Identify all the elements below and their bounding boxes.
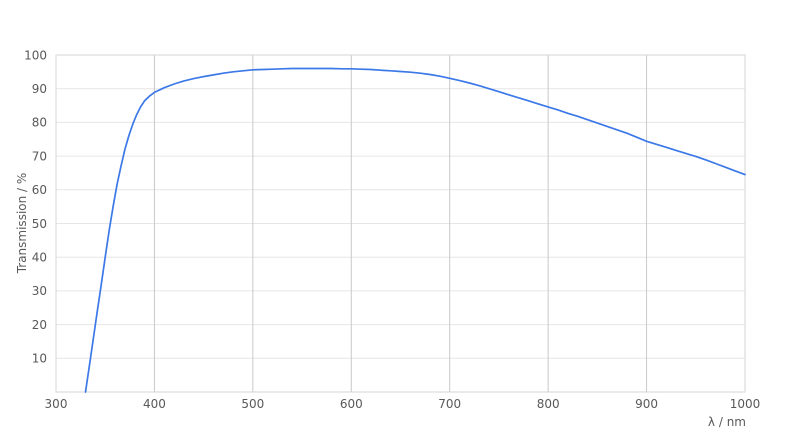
y-tick-label: 100: [24, 48, 47, 62]
x-tick-label: 800: [537, 397, 560, 411]
y-tick-label: 20: [32, 318, 47, 332]
y-tick-label: 40: [32, 251, 47, 265]
y-tick-label: 50: [32, 217, 47, 231]
y-tick-label: 70: [32, 149, 47, 163]
y-tick-label: 10: [32, 352, 47, 366]
x-tick-label: 700: [438, 397, 461, 411]
plot-frame: [55, 54, 746, 393]
x-tick-label: 500: [241, 397, 264, 411]
x-tick-label: 300: [45, 397, 68, 411]
y-tick-label: 90: [32, 82, 47, 96]
x-tick-label: 900: [635, 397, 658, 411]
x-tick-label: 600: [340, 397, 363, 411]
y-tick-label: 80: [32, 116, 47, 130]
x-tick-label: 1000: [730, 397, 761, 411]
transmission-curve: [84, 67, 746, 393]
x-tick-label: 400: [143, 397, 166, 411]
y-tick-label: 30: [32, 284, 47, 298]
y-axis-title: Transmission / %: [15, 172, 29, 274]
x-axis-title: λ / nm: [707, 415, 746, 429]
y-tick-label: 60: [32, 183, 47, 197]
